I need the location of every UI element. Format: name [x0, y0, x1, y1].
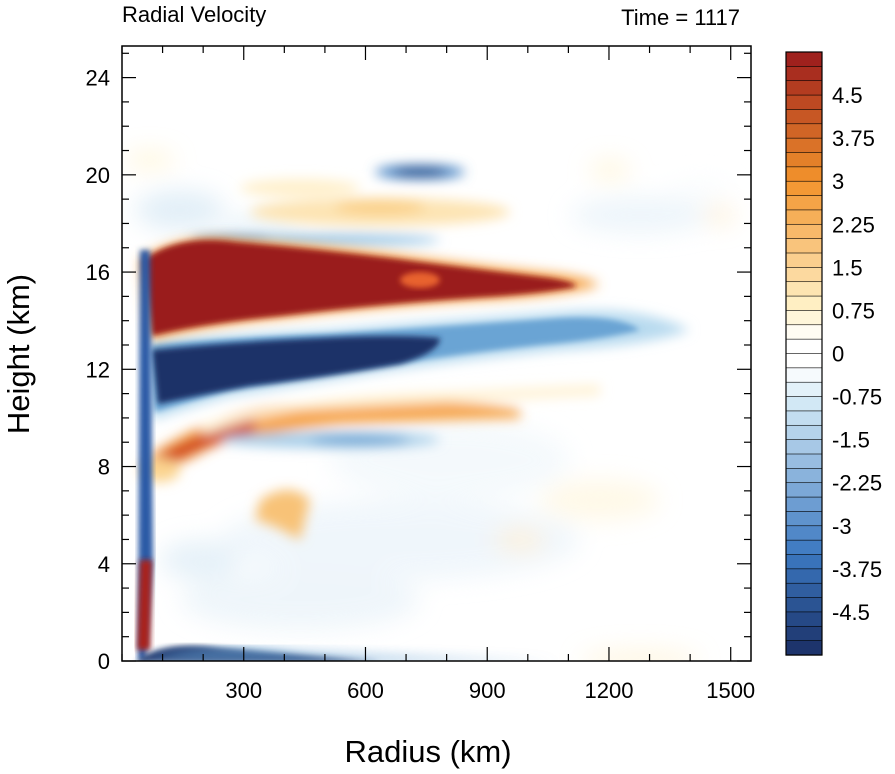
colorbar-segment — [785, 209, 823, 225]
y-tick-label: 0 — [98, 649, 110, 674]
upper-inflow-band — [150, 310, 690, 420]
colorbar-label: 0 — [832, 342, 844, 367]
y-tick-label: 12 — [86, 357, 110, 382]
y-tick-label: 8 — [98, 455, 110, 480]
y-tick-label: 24 — [86, 66, 110, 91]
colorbar-label: 4.5 — [832, 83, 863, 108]
colorbar-segment — [785, 511, 823, 527]
colorbar-segment — [785, 267, 823, 283]
x-axis-label: Radius (km) — [344, 734, 511, 769]
colorbar-segment — [785, 123, 823, 139]
colorbar-segment — [785, 640, 823, 656]
colorbar-segment — [785, 66, 823, 82]
colorbar-segment — [785, 439, 823, 455]
y-axis-label: Height (km) — [1, 274, 36, 434]
colorbar-segment — [785, 195, 823, 211]
x-tick-label: 600 — [347, 678, 384, 703]
colorbar-segment — [785, 625, 823, 642]
colorbar-segment — [785, 295, 823, 312]
colorbar-label: 3 — [832, 169, 844, 194]
colorbar-label: 0.75 — [832, 298, 875, 323]
colorbar-segment — [785, 568, 823, 584]
colorbar-label: 1.5 — [832, 255, 863, 280]
colorbar-label: 2.25 — [832, 212, 875, 237]
upper-outflow-band — [140, 238, 599, 340]
chart-title: Radial Velocity — [122, 2, 266, 27]
y-axis: 0 4 8 12 16 20 24 — [86, 52, 751, 674]
colorbar-segment — [785, 238, 823, 254]
colorbar-label: -0.75 — [832, 385, 882, 410]
colorbar-segment — [785, 539, 823, 556]
x-tick-label: 900 — [469, 678, 506, 703]
colorbar-segment — [785, 496, 823, 513]
colorbar-segment — [785, 180, 823, 197]
colorbar-segment — [785, 80, 823, 96]
x-tick-label: 1500 — [706, 678, 755, 703]
mid-level-bands — [140, 385, 600, 540]
colorbar-segment — [785, 410, 823, 426]
colorbar-label: -2.25 — [832, 471, 882, 496]
colorbar-segment — [785, 525, 823, 541]
colorbar-segment — [785, 353, 823, 369]
y-tick-label: 4 — [98, 552, 110, 577]
colorbar-segment — [785, 281, 823, 297]
colorbar-segment — [785, 137, 823, 154]
plot-frame — [121, 45, 752, 662]
time-label: Time = 1117 — [621, 5, 740, 30]
colorbar-segment — [785, 396, 823, 412]
colorbar-label: -3.75 — [832, 557, 882, 582]
colorbar-segment — [785, 468, 823, 484]
colorbar-segment — [785, 324, 823, 340]
colorbar-segment — [785, 597, 823, 613]
y-tick-label: 20 — [86, 163, 110, 188]
colorbar-label: -3 — [832, 514, 852, 539]
colorbar-segment — [785, 51, 823, 67]
colorbar-segment — [785, 367, 823, 383]
colorbar-label: -1.5 — [832, 428, 870, 453]
x-tick-label: 1200 — [584, 678, 633, 703]
faint-noise — [125, 152, 735, 661]
colorbar-segment — [785, 381, 823, 398]
colorbar-segment — [785, 166, 823, 182]
colorbar-segment — [785, 453, 823, 469]
y-tick-label: 16 — [86, 260, 110, 285]
colorbar-segment — [785, 611, 823, 627]
colorbar-segment — [785, 252, 823, 268]
colorbar-label: 3.75 — [832, 126, 875, 151]
heatmap-field — [125, 152, 735, 661]
colorbar-segment — [785, 338, 823, 355]
colorbar: 4.5 3.75 3 2.25 1.5 0.75 0 -0.75 -1.5 -2.25 -3 -3.7… — [785, 51, 882, 656]
colorbar-segment — [785, 582, 823, 599]
colorbar-label: -4.5 — [832, 600, 870, 625]
x-axis: 300 600 900 1200 1500 — [121, 46, 755, 703]
colorbar-segment — [785, 152, 823, 168]
x-tick-label: 300 — [225, 678, 262, 703]
colorbar-segment — [785, 424, 823, 441]
colorbar-segment — [785, 94, 823, 111]
colorbar-segment — [785, 310, 823, 326]
colorbar-segment — [785, 554, 823, 570]
colorbar-segment — [785, 223, 823, 240]
colorbar-segment — [785, 109, 823, 125]
colorbar-segment — [785, 482, 823, 498]
eyewall — [137, 250, 527, 661]
colorbar-frame — [785, 51, 823, 656]
